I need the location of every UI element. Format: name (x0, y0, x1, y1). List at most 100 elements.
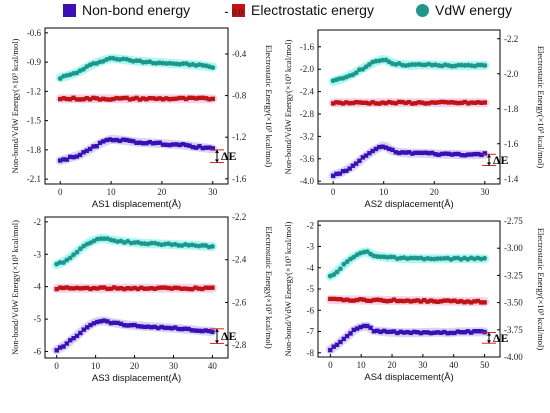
data-point (81, 66, 86, 72)
y-right-tick-label: -2.8 (232, 340, 247, 350)
data-point (88, 322, 93, 328)
data-point (445, 298, 450, 303)
data-point (74, 154, 79, 159)
data-point (429, 100, 435, 105)
data-point (108, 286, 114, 291)
data-point (203, 96, 209, 101)
data-point (162, 325, 168, 331)
data-point (375, 297, 380, 302)
data-point (482, 151, 487, 156)
x-tick-label: 10 (379, 187, 389, 197)
data-point (68, 97, 73, 102)
data-point (418, 299, 424, 304)
data-point (58, 158, 63, 163)
data-point (200, 95, 205, 100)
data-point (156, 285, 161, 291)
x-tick-label: 40 (208, 361, 218, 371)
data-point (338, 339, 343, 345)
series-non-bond-energy (52, 316, 217, 355)
data-point (194, 96, 199, 101)
data-point (354, 100, 359, 105)
legend-label-vdw: VdW energy (435, 2, 513, 18)
data-point (54, 348, 59, 353)
x-tick-label: 30 (169, 361, 179, 371)
data-point (94, 96, 99, 101)
data-point (61, 344, 66, 349)
data-point (57, 285, 63, 290)
data-point (77, 152, 83, 158)
data-point (469, 300, 474, 305)
data-point (466, 152, 471, 157)
y-left-tick-label: -1.8 (27, 145, 42, 155)
x-axis-title: AS4 displacement(Å) (364, 372, 453, 383)
data-point (455, 299, 460, 304)
data-point (210, 146, 215, 151)
data-point (179, 326, 185, 332)
data-point (74, 97, 79, 102)
data-point (472, 329, 477, 334)
data-point (64, 96, 70, 102)
data-point (180, 95, 186, 101)
data-point (412, 329, 417, 335)
data-point (398, 329, 403, 334)
data-point (377, 101, 382, 106)
data-point (129, 323, 134, 328)
data-point (71, 155, 76, 160)
data-point (134, 140, 139, 145)
y-left-tick-label: -1.6 (300, 42, 315, 52)
data-point (383, 145, 389, 150)
x-tick-label: 30 (418, 360, 428, 370)
data-point (200, 286, 205, 292)
data-point (420, 150, 425, 156)
data-point (210, 244, 215, 249)
legend-swatch-nonbond (63, 3, 76, 17)
data-point (117, 138, 123, 144)
data-point (157, 140, 162, 145)
data-point (367, 101, 372, 106)
y-right-tick-label: -3.75 (504, 325, 523, 335)
data-point (456, 100, 461, 106)
data-point (396, 99, 402, 105)
data-point (154, 140, 159, 146)
data-point (121, 95, 126, 101)
legend-item-vdw: VdW energy (416, 0, 512, 20)
data-point (426, 101, 431, 106)
data-point (420, 100, 425, 105)
y-left-tick-label: -3.6 (300, 154, 315, 164)
data-point (373, 146, 379, 152)
data-point (85, 285, 90, 291)
data-point (422, 330, 427, 335)
data-point (439, 99, 445, 105)
data-point (134, 95, 139, 101)
data-point (423, 101, 428, 106)
series-non-bond-energy (55, 134, 218, 166)
data-point (139, 285, 144, 290)
data-point (462, 330, 467, 335)
series-vdw-energy (55, 53, 218, 83)
data-point (71, 286, 76, 291)
data-point (371, 297, 377, 303)
data-point (156, 325, 161, 331)
y-right-tick-label: -1.6 (504, 139, 519, 149)
data-point (415, 298, 420, 303)
legend-label-electrostatic: Electrostatic energy (251, 2, 374, 18)
data-point (439, 151, 445, 157)
y-right-tick-label: -2.2 (504, 34, 518, 44)
data-point (415, 330, 420, 335)
data-point (426, 151, 431, 156)
data-point (380, 100, 385, 105)
legend-item-nonbond: Non-bond energy (63, 0, 190, 20)
delta-e-marker: ΔE (210, 328, 237, 344)
y-left-tick-label: -2.1 (27, 174, 41, 184)
data-point (108, 320, 114, 326)
data-point (395, 298, 400, 304)
data-point (186, 286, 191, 292)
data-point (445, 331, 450, 336)
data-point (380, 144, 385, 149)
series-electrostatic-energy (328, 98, 490, 108)
data-point (122, 323, 127, 328)
data-point (401, 298, 407, 304)
data-point (160, 142, 166, 147)
data-point (101, 285, 107, 290)
data-point (61, 96, 66, 101)
